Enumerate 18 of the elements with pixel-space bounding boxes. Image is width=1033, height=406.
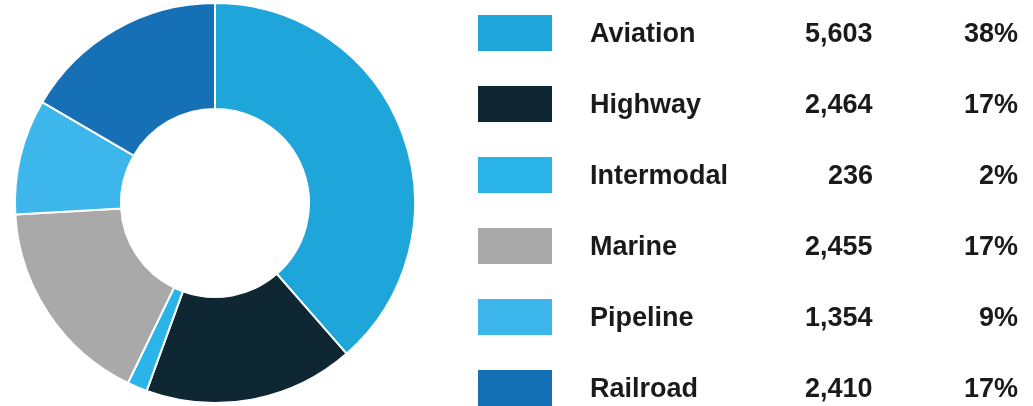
data-label: 2,410 [805, 373, 873, 403]
data-label: 236 [828, 160, 874, 190]
text: 17% [964, 89, 1019, 119]
legend-label: Intermodal [590, 160, 729, 190]
text: 38% [964, 18, 1019, 48]
data-label: 2,464 [805, 89, 873, 119]
text: 2% [979, 160, 1019, 190]
text: 9% [979, 302, 1019, 332]
text: 17% [964, 231, 1019, 261]
legend-label: Aviation [590, 18, 696, 48]
legend-label: Railroad [590, 373, 699, 403]
legend-label: Pipeline [590, 302, 694, 332]
legend-label: Highway [590, 89, 702, 119]
text: 17% [964, 373, 1019, 403]
data-label: 1,354 [805, 302, 873, 332]
data-label: 5,603 [805, 18, 873, 48]
data-label: 2,455 [805, 231, 873, 261]
legend-label: Marine [590, 231, 678, 261]
